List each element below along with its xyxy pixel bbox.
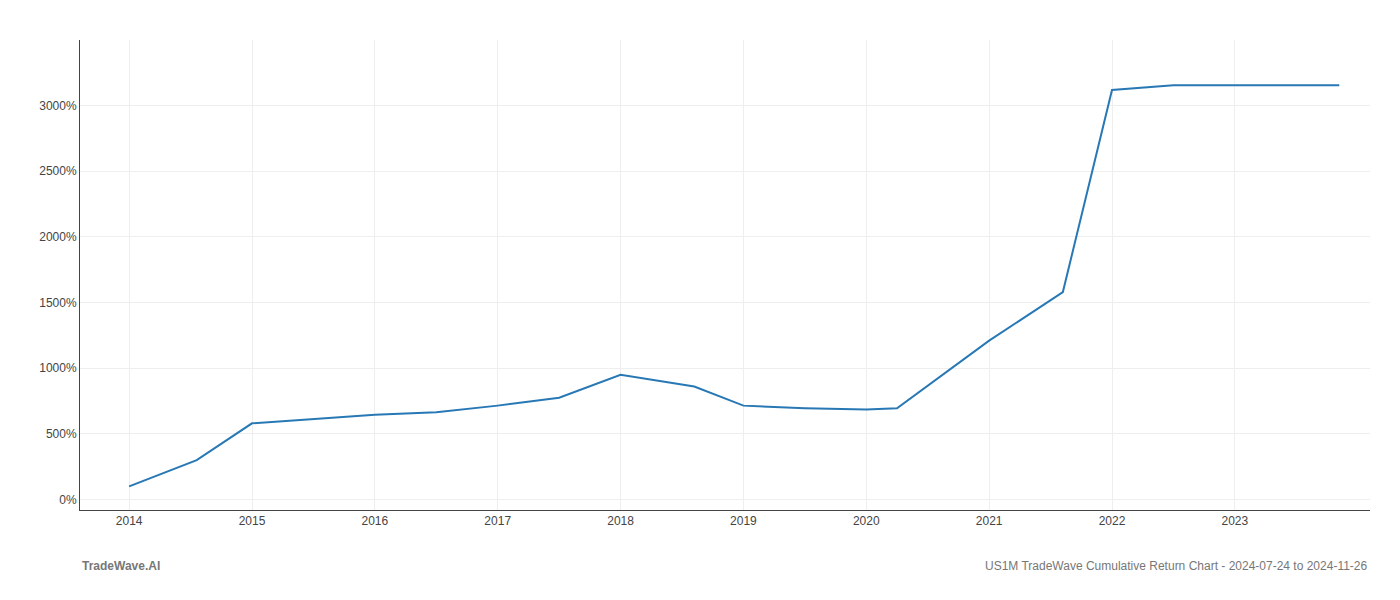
svg-text:3000%: 3000% [39,99,77,113]
svg-text:2000%: 2000% [39,230,77,244]
svg-text:2022: 2022 [1099,514,1126,528]
svg-text:2500%: 2500% [39,164,77,178]
svg-text:2020: 2020 [853,514,880,528]
svg-text:2016: 2016 [362,514,389,528]
svg-text:2014: 2014 [116,514,143,528]
svg-text:0%: 0% [59,493,77,507]
svg-text:2017: 2017 [484,514,511,528]
svg-text:US1M TradeWave Cumulative Retu: US1M TradeWave Cumulative Return Chart -… [985,559,1368,573]
svg-text:TradeWave.AI: TradeWave.AI [82,559,160,573]
svg-text:1000%: 1000% [39,361,77,375]
svg-text:2023: 2023 [1222,514,1249,528]
svg-text:2015: 2015 [239,514,266,528]
svg-text:1500%: 1500% [39,296,77,310]
svg-text:2021: 2021 [976,514,1003,528]
svg-text:2019: 2019 [730,514,757,528]
svg-text:500%: 500% [46,427,77,441]
svg-text:2018: 2018 [607,514,634,528]
